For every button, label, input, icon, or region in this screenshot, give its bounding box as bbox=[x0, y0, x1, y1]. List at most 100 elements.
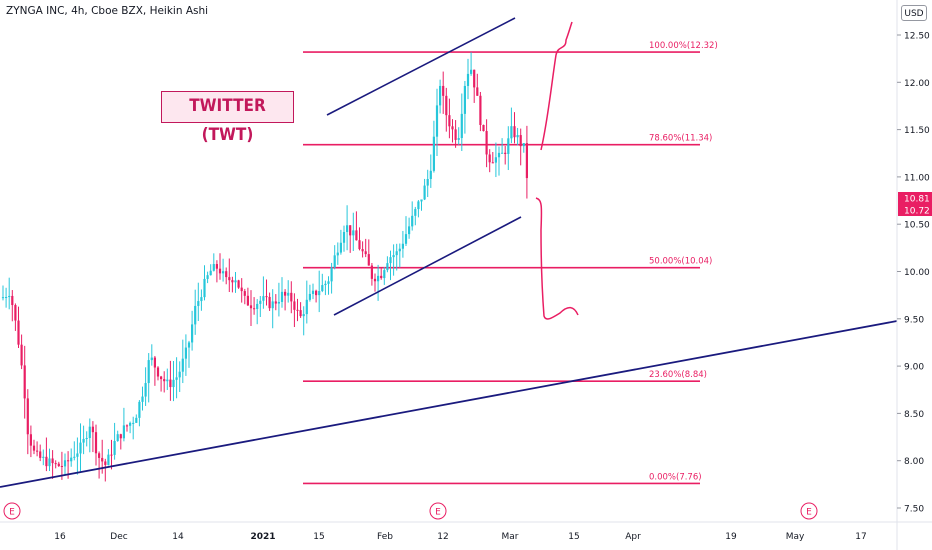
candle-body bbox=[346, 225, 349, 233]
candle-body bbox=[51, 458, 54, 464]
candle-body bbox=[1, 297, 5, 299]
candle-body bbox=[116, 434, 119, 442]
earnings-marker-circle bbox=[800, 502, 818, 520]
candle-body bbox=[246, 295, 249, 306]
long-support-trendline bbox=[0, 320, 898, 488]
candle-body bbox=[321, 285, 324, 292]
candle-body bbox=[435, 105, 439, 137]
candle-body bbox=[88, 426, 91, 439]
candle-body bbox=[32, 445, 36, 451]
freehand-drawing bbox=[535, 21, 579, 320]
candle-body bbox=[439, 85, 442, 106]
candle-body bbox=[358, 240, 361, 250]
y-tick-label: 8.00 bbox=[904, 457, 924, 467]
candle-body bbox=[361, 249, 364, 252]
candle-body bbox=[228, 277, 231, 281]
currency-button[interactable]: USD bbox=[901, 5, 927, 21]
candle-body bbox=[466, 73, 470, 86]
candle-body bbox=[318, 291, 321, 296]
candle-body bbox=[259, 300, 262, 304]
candle-body bbox=[454, 129, 457, 140]
candle-body bbox=[60, 465, 63, 467]
channel-upper-trendline bbox=[326, 17, 516, 116]
candle-body bbox=[82, 438, 85, 443]
candle-body bbox=[91, 426, 94, 433]
candle-body bbox=[476, 87, 479, 96]
y-tick-label: 10.00 bbox=[904, 268, 930, 278]
price-tag-label: 10.81 bbox=[904, 195, 930, 205]
candle-body bbox=[156, 367, 160, 377]
candle-body bbox=[513, 126, 516, 138]
candle-body bbox=[101, 457, 104, 462]
candle-body bbox=[355, 230, 358, 241]
candle-body bbox=[98, 453, 101, 458]
candle-body bbox=[169, 379, 172, 388]
candle-body bbox=[153, 357, 156, 368]
candle-body bbox=[497, 152, 501, 158]
candle-body bbox=[141, 396, 144, 402]
candle-body bbox=[349, 225, 352, 236]
candle-body bbox=[302, 314, 305, 317]
candle-body bbox=[138, 401, 141, 418]
candle-body bbox=[256, 303, 259, 309]
freehand-up-projection bbox=[540, 21, 573, 151]
candle-body bbox=[386, 263, 389, 271]
candle-body bbox=[166, 379, 169, 382]
candle-body bbox=[501, 152, 504, 154]
candle-body bbox=[290, 292, 293, 302]
candle-body bbox=[237, 280, 240, 288]
candle-body bbox=[327, 281, 330, 284]
annotation-label[interactable]: TWITTER (TWT) bbox=[161, 91, 294, 145]
candle-body bbox=[215, 264, 218, 269]
candle-body bbox=[299, 310, 302, 317]
freehand-down-projection bbox=[535, 197, 579, 320]
candle-body bbox=[296, 309, 299, 311]
x-tick-label: 2021 bbox=[250, 532, 275, 542]
candle-body bbox=[178, 371, 181, 378]
x-tick-label: Apr bbox=[625, 532, 641, 542]
candle-body bbox=[147, 360, 150, 384]
candle-body bbox=[380, 275, 383, 279]
candle-body bbox=[460, 113, 463, 139]
candle-body bbox=[122, 425, 125, 439]
candle-body bbox=[457, 138, 460, 140]
candle-body bbox=[262, 296, 265, 301]
candle-body bbox=[451, 126, 454, 130]
candle-body bbox=[277, 301, 280, 304]
candle-body bbox=[23, 365, 26, 399]
candle-body bbox=[315, 290, 318, 296]
candle-body bbox=[473, 69, 476, 88]
candle-body bbox=[129, 422, 132, 426]
candle-body bbox=[175, 377, 178, 380]
candle-body bbox=[132, 422, 135, 424]
candle-body bbox=[85, 438, 88, 440]
fib-label: 100.00%(12.32) bbox=[649, 41, 718, 51]
candle-body bbox=[172, 379, 175, 388]
candle-body bbox=[420, 199, 423, 202]
candle-body bbox=[70, 457, 73, 462]
candle-body bbox=[160, 376, 163, 380]
channel-lower-trendline bbox=[333, 216, 522, 316]
candle-body bbox=[423, 185, 426, 200]
candle-body bbox=[125, 425, 129, 427]
candle-body bbox=[243, 291, 246, 296]
candle-body bbox=[184, 347, 187, 359]
candle-body bbox=[187, 342, 191, 348]
candle-body bbox=[287, 292, 290, 296]
y-tick-label: 10.50 bbox=[904, 221, 930, 231]
candle-body bbox=[494, 157, 497, 163]
candle-body bbox=[485, 131, 488, 155]
candle-body bbox=[200, 297, 203, 302]
candle-body bbox=[234, 280, 237, 283]
candle-body bbox=[222, 271, 225, 274]
candle-body bbox=[57, 463, 60, 466]
y-tick-label: 9.50 bbox=[904, 315, 924, 325]
candle-body bbox=[373, 278, 377, 282]
fibonacci-retracement: 100.00%(12.32) 78.60%(11.34) 50.00%(10.04)… bbox=[303, 41, 718, 485]
candle-body bbox=[194, 305, 197, 325]
candle-body bbox=[110, 454, 113, 456]
candle-body bbox=[17, 320, 20, 345]
